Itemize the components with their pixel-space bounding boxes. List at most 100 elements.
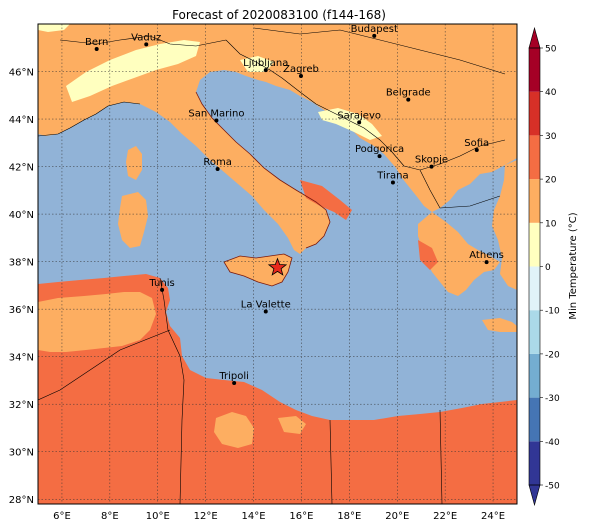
city-label: Budapest (351, 24, 398, 35)
city-dot (429, 164, 434, 169)
city-dot (298, 74, 303, 79)
lat-tick-label: 44°N (9, 115, 34, 126)
city-label: Skopje (415, 155, 448, 166)
land-cool-alps-2 (240, 56, 274, 72)
city-label: Belgrade (386, 88, 431, 99)
lon-tick-label: 24°E (481, 511, 505, 522)
city-dot (215, 166, 220, 171)
land-crete (482, 318, 517, 332)
land-cool-north-tip (38, 24, 70, 32)
colorbar-tick-label: 30 (545, 132, 557, 142)
city-dot (263, 68, 268, 73)
lon-tick-label: 8°E (101, 511, 119, 522)
city-dot (372, 33, 377, 38)
lon-tick-label: 12°E (194, 511, 218, 522)
lon-tick-labels: 6°E 8°E 10°E 12°E 14°E 16°E 18°E 20°E 22°E 24°E (53, 511, 505, 522)
lat-tick-label: 28°N (9, 495, 34, 506)
colorbar-tick-label: 0 (545, 263, 551, 273)
colorbar-segment (529, 135, 540, 180)
city-dot (377, 154, 382, 159)
lon-tick-label: 22°E (433, 511, 457, 522)
lat-tick-label: 46°N (9, 68, 34, 79)
city-label: Tripoli (218, 371, 249, 382)
city-dot (484, 260, 489, 265)
colorbar-tick-label: -20 (545, 350, 560, 360)
colorbar-tick-label: 20 (545, 176, 557, 186)
colorbar-segment (529, 353, 540, 398)
land-africa-patch-2 (214, 412, 254, 448)
city-label: Bern (85, 37, 108, 48)
colorbar: -50 -40 -30 -20 -10 0 10 20 30 40 50 (528, 26, 560, 507)
colorbar-tick-label: -40 (545, 438, 560, 448)
land-africa-patch-3 (278, 416, 306, 434)
city-label: Athens (469, 250, 504, 261)
city-label: Zagreb (283, 64, 319, 75)
lat-tick-label: 42°N (9, 163, 34, 174)
map-frame (37, 23, 518, 505)
figure-title: Forecast of 2020083100 (f144-168) (172, 8, 386, 22)
country-borders (38, 27, 506, 504)
city-dot (232, 381, 237, 386)
lon-tick-label: 10°E (146, 511, 170, 522)
lon-tick-label: 20°E (385, 511, 409, 522)
colorbar-segment (529, 441, 540, 485)
colorbar-extend-max (528, 26, 541, 49)
city-label: Sofia (464, 138, 489, 149)
city-label: Tirana (376, 170, 408, 181)
city-dot (357, 120, 362, 125)
city-dot (263, 309, 268, 314)
lon-tick-label: 6°E (53, 511, 71, 522)
land-sardinia (118, 192, 148, 248)
land-cool-dinaric (318, 108, 382, 140)
colorbar-tick-label: 10 (545, 219, 557, 229)
lon-tick-label: 14°E (242, 511, 266, 522)
land-turkey-edge (492, 160, 517, 290)
lon-tick-label: 16°E (289, 511, 313, 522)
city-label: La Valette (241, 300, 291, 311)
colorbar-segment (529, 266, 540, 311)
city-label: Vaduz (131, 32, 161, 43)
city-dot (474, 147, 479, 152)
city-label: Ljubljana (243, 58, 288, 69)
city-dot (160, 287, 165, 292)
city-dot (214, 118, 219, 123)
city-label: Roma (203, 157, 232, 168)
city-label: Podgorica (355, 144, 404, 155)
coastlines (195, 91, 331, 287)
city-label: Tunis (148, 278, 174, 289)
city-dot (406, 97, 411, 102)
colorbar-tick-label: -50 (545, 482, 560, 492)
colorbar-tick-label: 50 (545, 45, 557, 55)
land-corsica (126, 146, 142, 180)
colorbar-segment (529, 397, 540, 442)
land-cool-alps (66, 40, 200, 102)
star-marker (267, 257, 288, 276)
lon-tick-label: 18°E (337, 511, 361, 522)
colorbar-segment (529, 179, 540, 223)
colorbar-extend-min (528, 484, 541, 507)
land-warm-band (300, 180, 352, 220)
colorbar-tick-label: -10 (545, 307, 560, 317)
lat-tick-label: 32°N (9, 400, 34, 411)
colorbar-segment (529, 222, 540, 267)
colorbar-label: Min Temperature (°C) (568, 212, 579, 319)
city-label: Sarajevo (337, 110, 381, 121)
lat-tick-label: 40°N (9, 210, 34, 221)
land-greece (418, 212, 500, 296)
land-africa-patch-1 (38, 292, 156, 352)
city-dot (94, 46, 99, 51)
lat-tick-label: 34°N (9, 353, 34, 364)
city-dot (144, 42, 149, 47)
lat-tick-label: 38°N (9, 258, 34, 269)
colorbar-tick-label: -30 (545, 394, 560, 404)
lat-tick-labels: 28°N 30°N 32°N 34°N 36°N 38°N 40°N 42°N 44°N 46°N (9, 68, 34, 507)
land-sicily (224, 254, 292, 286)
lat-tick-label: 36°N (9, 305, 34, 316)
city-label: San Marino (188, 108, 244, 119)
lat-tick-label: 30°N (9, 448, 34, 459)
land-africa (38, 274, 517, 504)
colorbar-segment (529, 48, 540, 92)
